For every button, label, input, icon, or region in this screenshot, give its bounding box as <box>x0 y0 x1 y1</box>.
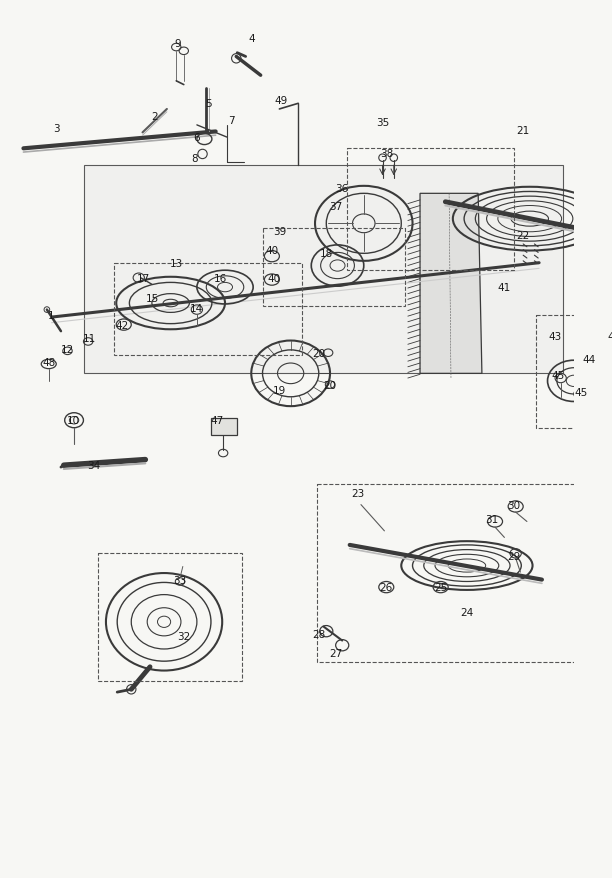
Bar <box>317 485 608 662</box>
Text: 15: 15 <box>146 294 160 304</box>
Text: 10: 10 <box>67 416 80 426</box>
Text: 29: 29 <box>507 551 520 562</box>
Text: 9: 9 <box>175 40 181 49</box>
Text: 46: 46 <box>608 332 612 342</box>
Bar <box>263 229 405 306</box>
Text: 38: 38 <box>381 149 394 159</box>
Text: 28: 28 <box>312 630 326 639</box>
Text: 19: 19 <box>273 385 286 396</box>
Text: 2: 2 <box>151 112 158 122</box>
Text: 22: 22 <box>517 230 530 241</box>
Text: 20: 20 <box>324 380 337 390</box>
Text: 33: 33 <box>173 575 187 585</box>
Text: 27: 27 <box>329 648 342 658</box>
Text: 26: 26 <box>379 582 393 593</box>
Text: 40: 40 <box>267 273 280 284</box>
Text: 11: 11 <box>83 334 95 343</box>
Text: 5: 5 <box>205 99 212 109</box>
Text: 1: 1 <box>48 311 55 320</box>
Text: 6: 6 <box>193 133 200 143</box>
Text: 3: 3 <box>53 124 59 133</box>
Text: 47: 47 <box>211 416 224 426</box>
Text: 23: 23 <box>351 489 365 499</box>
Text: 40: 40 <box>266 245 278 255</box>
Text: 45: 45 <box>575 388 588 398</box>
Bar <box>347 149 514 271</box>
Text: 18: 18 <box>319 249 333 259</box>
Text: 4: 4 <box>248 33 255 44</box>
Text: 21: 21 <box>517 126 530 135</box>
Text: 20: 20 <box>312 349 326 358</box>
Text: 14: 14 <box>190 304 204 313</box>
Text: 37: 37 <box>329 202 342 212</box>
Text: 30: 30 <box>507 500 520 510</box>
Text: 13: 13 <box>170 258 183 269</box>
Text: 49: 49 <box>275 96 288 105</box>
Bar <box>211 419 237 435</box>
Text: 34: 34 <box>87 461 100 471</box>
Text: 44: 44 <box>582 355 595 365</box>
Text: 45: 45 <box>551 371 564 381</box>
Text: 7: 7 <box>228 116 235 126</box>
Text: 41: 41 <box>498 283 511 292</box>
Text: 43: 43 <box>548 332 562 342</box>
Text: 8: 8 <box>192 154 198 163</box>
Bar <box>99 554 242 681</box>
Text: 35: 35 <box>376 118 389 128</box>
Text: 42: 42 <box>115 320 129 330</box>
Text: 24: 24 <box>460 608 474 618</box>
Bar <box>114 263 302 356</box>
Bar <box>536 316 612 428</box>
Text: 12: 12 <box>61 344 74 355</box>
Text: 39: 39 <box>273 227 286 236</box>
Text: 16: 16 <box>214 273 227 284</box>
Text: 17: 17 <box>137 273 150 284</box>
Polygon shape <box>84 166 562 374</box>
Text: 48: 48 <box>42 357 55 368</box>
Polygon shape <box>420 194 482 374</box>
Text: 25: 25 <box>434 582 447 593</box>
Text: 36: 36 <box>335 184 349 193</box>
Text: 32: 32 <box>177 631 190 641</box>
Text: 31: 31 <box>485 515 499 524</box>
